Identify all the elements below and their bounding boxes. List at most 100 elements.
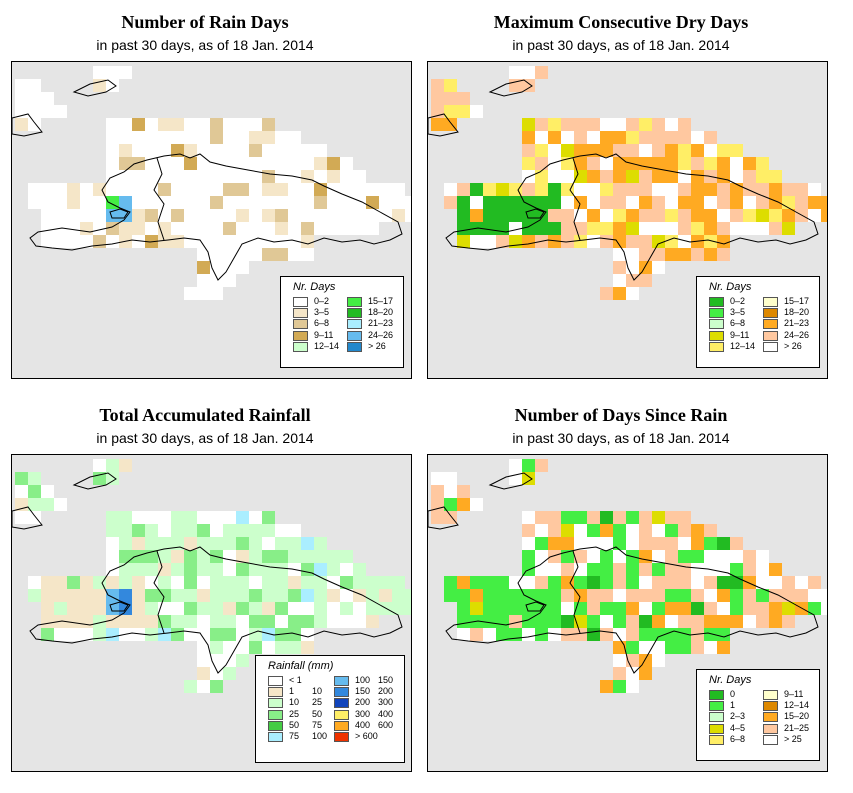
grid-cell (262, 511, 275, 524)
grid-cell (93, 222, 106, 235)
grid-cell (93, 66, 106, 79)
grid-cell (626, 602, 639, 615)
grid-cell (171, 222, 184, 235)
grid-cell (652, 209, 665, 222)
grid-cell (691, 615, 704, 628)
island-outline (72, 79, 117, 97)
grid-cell (132, 131, 145, 144)
grid-cell (600, 157, 613, 170)
grid-cell (28, 183, 41, 196)
grid-cell (288, 589, 301, 602)
grid-cell (756, 589, 769, 602)
grid-cell (132, 196, 145, 209)
grid-cell (717, 641, 730, 654)
grid-cell (210, 222, 223, 235)
grid-cell (314, 196, 327, 209)
panel-subtitle: in past 30 days, as of 18 Jan. 2014 (512, 37, 730, 53)
grid-cell (301, 628, 314, 641)
legend-swatch (347, 308, 362, 319)
grid-cell (158, 196, 171, 209)
grid-cell (535, 118, 548, 131)
grid-cell (184, 157, 197, 170)
grid-cell (444, 511, 457, 524)
legend-swatch (709, 308, 724, 319)
grid-cell (535, 615, 548, 628)
grid-cell (730, 576, 743, 589)
grid-cell (54, 589, 67, 602)
panel-title: Number of Days Since Rain (514, 405, 728, 425)
grid-cell (145, 511, 158, 524)
grid-cell (678, 157, 691, 170)
grid-cell (639, 667, 652, 680)
panel-max-dry-days: Maximum Consecutive Dry Days in past 30 … (416, 0, 828, 390)
grid-cell (392, 196, 405, 209)
legend-label: 15–17 (784, 296, 810, 306)
grid-cell (769, 170, 782, 183)
panel-rain-days: Number of Rain Days in past 30 days, as … (0, 0, 412, 390)
grid-cell (236, 261, 249, 274)
grid-cell (444, 589, 457, 602)
legend-swatch (347, 341, 362, 352)
legend-swatch (347, 330, 362, 341)
grid-cell (626, 196, 639, 209)
legend-title: Nr. Days (709, 281, 752, 293)
grid-cell (639, 196, 652, 209)
grid-cell (288, 183, 301, 196)
panel-days-since-rain: Number of Days Since Rain in past 30 day… (416, 393, 828, 783)
grid-cell (301, 196, 314, 209)
grid-cell (184, 576, 197, 589)
legend-swatch (268, 720, 283, 731)
grid-cell (93, 183, 106, 196)
grid-cell (223, 222, 236, 235)
grid-cell (639, 654, 652, 667)
grid-cell (249, 511, 262, 524)
grid-cell (145, 615, 158, 628)
legend-label: 6–8 (730, 733, 746, 744)
grid-cell (535, 459, 548, 472)
grid-cell (535, 589, 548, 602)
grid-cell (106, 511, 119, 524)
grid-cell (288, 209, 301, 222)
grid-cell (301, 170, 314, 183)
grid-cell (756, 183, 769, 196)
grid-cell (691, 196, 704, 209)
grid-cell (704, 209, 717, 222)
grid-cell (782, 576, 795, 589)
legend-swatch (293, 330, 308, 341)
legend-label: 1 (289, 686, 295, 697)
grid-cell (652, 628, 665, 641)
grid-cell (457, 183, 470, 196)
island-outline (12, 113, 43, 137)
grid-cell (652, 170, 665, 183)
grid-cell (535, 157, 548, 170)
grid-cell (626, 235, 639, 248)
grid-cell (80, 576, 93, 589)
grid-cell (353, 576, 366, 589)
grid-cell (496, 589, 509, 602)
grid-cell (626, 287, 639, 300)
grid-cell (197, 261, 210, 274)
grid-cell (262, 550, 275, 563)
grid-cell (808, 196, 821, 209)
grid-cell (28, 511, 41, 524)
grid-cell (626, 209, 639, 222)
grid-cell (262, 118, 275, 131)
legend-swatch (763, 319, 778, 330)
grid-cell (288, 537, 301, 550)
legend-label: > 600 (355, 731, 378, 741)
grid-cell (769, 196, 782, 209)
grid-cell (171, 157, 184, 170)
grid-cell (535, 563, 548, 576)
grid-cell (54, 628, 67, 641)
grid-cell (171, 524, 184, 537)
grid-cell (288, 524, 301, 537)
grid-cell (730, 222, 743, 235)
grid-cell (249, 183, 262, 196)
grid-cell (561, 563, 574, 576)
grid-cell (171, 209, 184, 222)
grid-cell (808, 209, 821, 222)
grid-cell (717, 170, 730, 183)
grid-cell (41, 196, 54, 209)
grid-cell (197, 628, 210, 641)
grid-cell (93, 196, 106, 209)
